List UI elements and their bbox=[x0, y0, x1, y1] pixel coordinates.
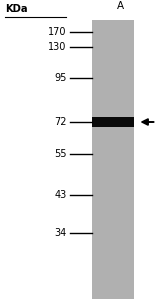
Text: 43: 43 bbox=[54, 190, 66, 200]
Text: 95: 95 bbox=[54, 73, 66, 83]
Text: A: A bbox=[116, 1, 124, 11]
Text: 34: 34 bbox=[54, 228, 66, 238]
Text: 55: 55 bbox=[54, 149, 66, 159]
Text: 72: 72 bbox=[54, 117, 66, 127]
Bar bbox=[92, 20, 134, 299]
Text: 130: 130 bbox=[48, 42, 66, 52]
Text: 170: 170 bbox=[48, 27, 66, 37]
Text: KDa: KDa bbox=[5, 4, 27, 14]
Bar bbox=[92, 117, 134, 127]
